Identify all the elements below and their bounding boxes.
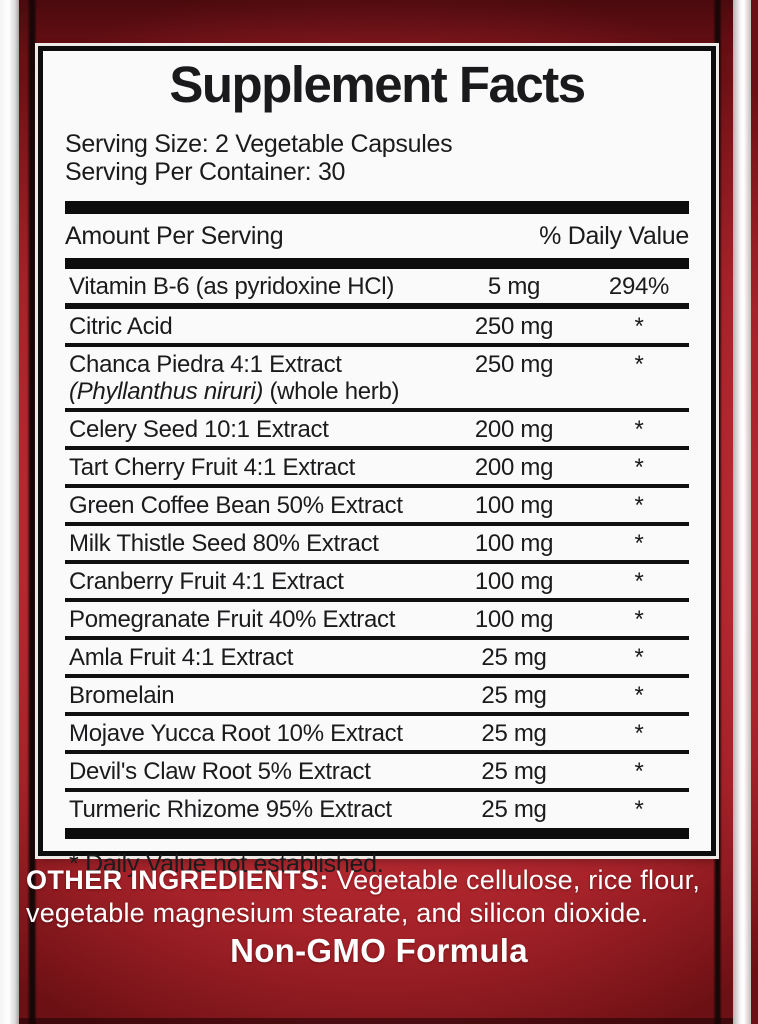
table-header: Amount Per Serving % Daily Value (65, 214, 689, 258)
amount-per-serving-header: Amount Per Serving (65, 221, 284, 250)
ingredient-amount: 25 mg (481, 681, 547, 709)
ingredient-amount: 100 mg (474, 491, 554, 519)
ingredient-daily-value: * (634, 719, 644, 747)
table-row: Cranberry Fruit 4:1 Extract 100 mg * (65, 564, 689, 602)
ingredient-name: Mojave Yucca Root 10% Extract (69, 719, 403, 747)
daily-value-header: % Daily Value (539, 221, 689, 250)
table-row: Chanca Piedra 4:1 Extract (Phyllanthus n… (65, 347, 689, 412)
ingredient-name: Tart Cherry Fruit 4:1 Extract (69, 453, 356, 481)
ingredient-name: Citric Acid (69, 312, 173, 340)
ingredient-name: Pomegranate Fruit 40% Extract (69, 605, 396, 633)
table-row: Citric Acid 250 mg * (65, 309, 689, 347)
thick-divider-top (65, 200, 689, 214)
ingredient-amount: 5 mg (487, 272, 541, 300)
ingredient-daily-value: * (634, 681, 644, 709)
ingredient-amount: 25 mg (481, 757, 547, 785)
table-row: Tart Cherry Fruit 4:1 Extract 200 mg * (65, 450, 689, 488)
ingredient-amount: 250 mg (474, 350, 554, 378)
table-row: Milk Thistle Seed 80% Extract 100 mg * (65, 526, 689, 564)
panel-title: Supplement Facts (169, 56, 586, 113)
label-left-shadow-line (27, 0, 37, 1024)
ingredient-name: Chanca Piedra 4:1 Extract (Phyllanthus n… (69, 350, 400, 405)
ingredient-daily-value: * (634, 795, 644, 823)
servings-per-container: Serving Per Container: 30 (65, 158, 346, 187)
ingredient-amount: 100 mg (474, 605, 554, 633)
table-row: Celery Seed 10:1 Extract 200 mg * (65, 412, 689, 450)
thick-divider-bottom (65, 827, 689, 839)
ingredient-amount: 100 mg (474, 529, 554, 557)
facts-rows: Vitamin B-6 (as pyridoxine HCl) 5 mg 294… (65, 269, 689, 826)
ingredient-daily-value: * (634, 529, 644, 557)
ingredient-amount: 200 mg (474, 453, 554, 481)
ingredient-daily-value: * (634, 643, 644, 671)
ingredient-daily-value: * (634, 605, 644, 633)
ingredient-daily-value: 294% (608, 272, 670, 300)
label-right-silver-edge (733, 0, 751, 1024)
ingredient-daily-value: * (634, 567, 644, 595)
ingredient-daily-value: * (634, 312, 644, 340)
other-ingredients: OTHER INGREDIENTS: Vegetable cellulose, … (26, 864, 738, 930)
ingredient-amount: 25 mg (481, 643, 547, 671)
ingredient-name: Amla Fruit 4:1 Extract (69, 643, 294, 671)
serving-size: Serving Size: 2 Vegetable Capsules (65, 130, 453, 158)
ingredient-name: Green Coffee Bean 50% Extract (69, 491, 403, 519)
non-gmo-formula: Non-GMO Formula (230, 932, 528, 969)
ingredient-name: Bromelain (69, 681, 175, 709)
serving-info: Serving Size: 2 Vegetable Capsules Servi… (65, 130, 689, 187)
label-left-silver-edge (0, 0, 19, 1024)
ingredient-daily-value: * (634, 453, 644, 481)
label-right-shadow-line (713, 0, 722, 1024)
table-row: Bromelain 25 mg * (65, 678, 689, 716)
table-row: Devil's Claw Root 5% Extract 25 mg * (65, 754, 689, 792)
table-row: Vitamin B-6 (as pyridoxine HCl) 5 mg 294… (65, 269, 689, 309)
supplement-facts-panel: Supplement Facts Serving Size: 2 Vegetab… (38, 46, 716, 878)
ingredient-daily-value: * (634, 491, 644, 519)
ingredient-name: Devil's Claw Root 5% Extract (69, 757, 371, 785)
ingredient-daily-value: * (634, 415, 644, 443)
ingredient-amount: 100 mg (474, 567, 554, 595)
ingredient-name: Vitamin B-6 (as pyridoxine HCl) (69, 272, 395, 300)
table-row: Pomegranate Fruit 40% Extract 100 mg * (65, 602, 689, 640)
ingredient-amount: 25 mg (481, 795, 547, 823)
table-row: Amla Fruit 4:1 Extract 25 mg * (65, 640, 689, 678)
ingredient-amount: 200 mg (474, 415, 554, 443)
table-row: Green Coffee Bean 50% Extract 100 mg * (65, 488, 689, 526)
table-row: Mojave Yucca Root 10% Extract 25 mg * (65, 716, 689, 754)
ingredient-name: Turmeric Rhizome 95% Extract (69, 795, 392, 823)
ingredient-daily-value: * (634, 350, 644, 378)
ingredient-amount: 25 mg (481, 719, 547, 747)
ingredient-name: Cranberry Fruit 4:1 Extract (69, 567, 344, 595)
ingredient-amount: 250 mg (474, 312, 554, 340)
bottom-edge-shade (19, 1018, 733, 1024)
other-ingredients-label: OTHER INGREDIENTS: (26, 865, 329, 895)
table-row: Turmeric Rhizome 95% Extract 25 mg * (65, 792, 689, 826)
ingredient-name: Celery Seed 10:1 Extract (69, 415, 329, 443)
daily-value-footnote: * Daily Value not established. (69, 849, 384, 878)
ingredient-daily-value: * (634, 757, 644, 785)
ingredient-name: Milk Thistle Seed 80% Extract (69, 529, 379, 557)
thick-divider-header (65, 257, 689, 269)
other-ingredients-text: Vegetable cellulose, rice flour, vegetab… (26, 865, 701, 929)
